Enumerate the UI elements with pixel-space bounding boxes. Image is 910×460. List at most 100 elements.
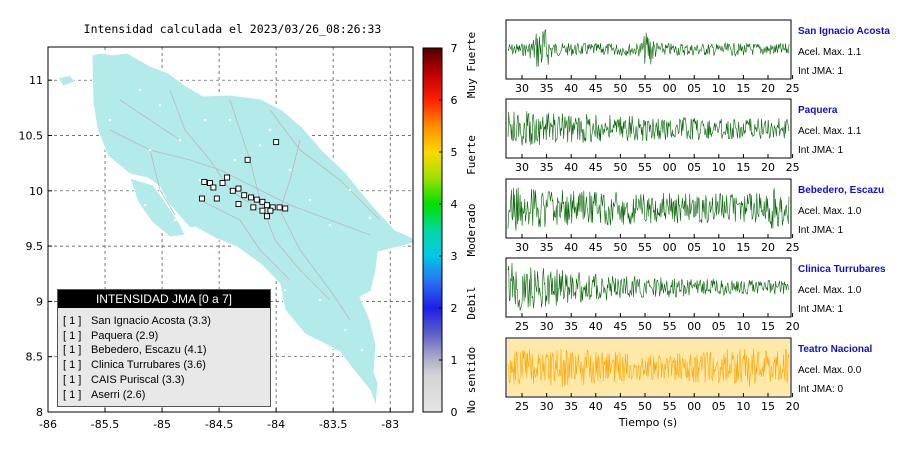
station-jma: Int JMA: 1: [798, 66, 843, 77]
colorbar-level-label: Debil: [465, 286, 478, 319]
seismogram-tick-label: 50: [613, 161, 627, 174]
legend-list: [ 1 ] San Ignacio Acosta (3.3) [ 1 ] Paquer…: [58, 308, 270, 402]
seismogram-tick-label: 00: [663, 82, 677, 95]
seismogram-tick-label: 35: [540, 161, 554, 174]
seismogram-tick-label: 20: [761, 161, 775, 174]
seismogram-xlabel: Tiempo (s): [618, 416, 677, 429]
seismogram-tick-label: 40: [564, 82, 578, 95]
seismogram-tick-label: 35: [540, 241, 554, 254]
town-marker: [138, 88, 142, 92]
seismogram-frame: [505, 19, 792, 80]
town-marker: [143, 203, 147, 207]
seismogram-tick-label: 10: [736, 320, 750, 333]
seismogram-trace: [507, 111, 790, 146]
station-marker: [224, 174, 231, 181]
seismogram-trace: [507, 348, 790, 388]
colorbar-tick-label: 3: [451, 250, 458, 263]
map-road: [199, 199, 291, 281]
seismogram-tick-label: 30: [515, 161, 529, 174]
map-road: [119, 99, 181, 141]
station-jma: Int JMA: 1: [798, 145, 843, 156]
seismogram-tick-label: 45: [589, 161, 603, 174]
town-marker: [203, 118, 207, 122]
nicaragua-edge: [57, 74, 76, 87]
legend-entry: [ 1 ] Clinica Turrubares (3.6): [63, 358, 270, 373]
town-marker: [268, 128, 272, 132]
seismogram-tick-label: 40: [589, 400, 603, 413]
map-x-tick-label: -83: [381, 418, 399, 431]
seismogram-panel: 25 30 35 40 45 50 55 00 05 10 15 20 Clinica Turrubar…: [505, 257, 886, 333]
town-marker: [328, 223, 332, 227]
seismogram-tick-label: 30: [540, 400, 554, 413]
seismogram-panel: 30 35 40 45 50 55 00 05 10 15 20 25 San Ignacio Acos…: [505, 19, 890, 95]
seismogram-tick-label: 20: [786, 320, 800, 333]
map-y-tick-label: 9.5: [26, 240, 44, 253]
legend-entry-intensity: [ 1 ]: [63, 329, 82, 342]
station-marker: [259, 207, 266, 214]
town-marker: [348, 188, 352, 192]
map-title: Intensidad calculada el 2023/03/26_08:26…: [83, 22, 382, 36]
legend-entry-label: CAIS Puriscal (3.3): [91, 373, 185, 386]
seismogram-tick-label: 20: [761, 241, 775, 254]
seismogram-trace: [507, 262, 790, 311]
station-accel: Acel. Max. 1.0: [798, 206, 862, 217]
station-jma: Int JMA: 0: [798, 384, 843, 395]
map-y-tick-label: 10: [29, 185, 43, 198]
station-marker: [235, 185, 242, 192]
town-marker: [343, 328, 347, 332]
legend-entry: [ 1 ] CAIS Puriscal (3.3): [63, 373, 270, 388]
town-marker: [360, 348, 364, 352]
legend-title: INTENSIDAD JMA [0 a 7]: [58, 290, 270, 308]
map-road: [149, 149, 176, 216]
seismogram-frame: [505, 178, 792, 239]
seismogram-tick-label: 00: [687, 320, 701, 333]
map-y-tick-label: 9: [36, 295, 43, 308]
seismogram-tick-label: 05: [687, 241, 701, 254]
town-marker: [158, 103, 162, 107]
station-marker: [248, 194, 254, 201]
seismogram-tick-label: 55: [638, 241, 652, 254]
station-jma: Int JMA: 1: [798, 304, 843, 315]
map-y-tick-label: 11: [29, 74, 43, 87]
station-name: San Ignacio Acosta: [798, 26, 890, 37]
seismogram-panel: 30 35 40 45 50 55 00 05 10 15 20 25 Paquera Acel. Max…: [505, 98, 862, 174]
seismogram-tick-label: 05: [712, 320, 726, 333]
station-marker: [210, 184, 217, 191]
colorbar-tick-label: 1: [451, 354, 458, 367]
seismogram-tick-label: 00: [663, 161, 677, 174]
seismogram-trace: [507, 187, 790, 231]
map-x-tick-label: -85: [153, 418, 171, 431]
colorbar-level-label: No sentido: [465, 347, 478, 413]
seismogram-tick-label: 45: [613, 320, 627, 333]
station-accel: Acel. Max. 1.1: [798, 47, 862, 58]
map-x-tick-label: -84: [267, 418, 285, 431]
seismogram-tick-label: 40: [564, 241, 578, 254]
costa-rica-land: [91, 52, 414, 407]
seismogram-tick-label: 40: [564, 161, 578, 174]
station-marker: [264, 213, 270, 220]
map-x-tick-label: -85.5: [91, 418, 119, 431]
town-marker: [178, 138, 182, 142]
map-road: [279, 139, 351, 321]
legend-entry-intensity: [ 1 ]: [63, 373, 82, 386]
legend-entry-intensity: [ 1 ]: [63, 388, 82, 401]
station-marker: [213, 195, 220, 202]
seismogram-tick-label: 45: [613, 400, 627, 413]
nicoya-peninsula: [129, 177, 186, 238]
station-marker: [264, 202, 270, 209]
seismogram-background: [506, 99, 791, 158]
legend-entry-label: Bebedero, Escazu (4.1): [91, 344, 207, 357]
seismogram-tick-label: 10: [712, 82, 726, 95]
seismogram-frame: [505, 98, 792, 159]
legend-entry-label: Aserri (2.6): [91, 388, 146, 401]
intensity-legend: INTENSIDAD JMA [0 a 7] [ 1 ] San Ignacio …: [57, 289, 271, 407]
seismogram-tick-label: 00: [687, 400, 701, 413]
legend-entry-intensity: [ 1 ]: [63, 359, 82, 372]
seismogram-trace: [507, 28, 790, 67]
station-accel: Acel. Max. 1.1: [798, 126, 862, 137]
station-jma: Int JMA: 1: [798, 225, 843, 236]
seismogram-tick-label: 05: [712, 400, 726, 413]
station-marker: [250, 204, 257, 211]
station-marker: [244, 156, 251, 163]
colorbar-tick-label: 5: [451, 146, 458, 159]
